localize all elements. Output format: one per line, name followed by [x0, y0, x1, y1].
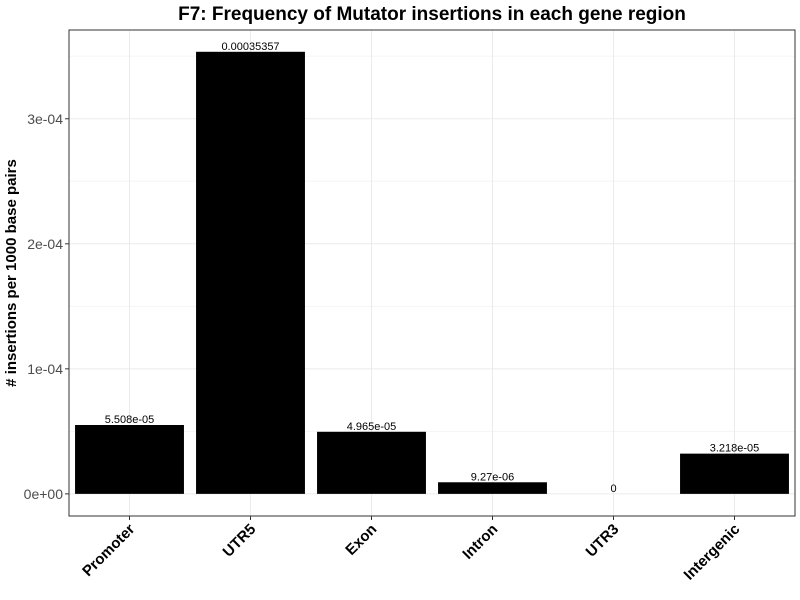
y-tick-label: 2e-04	[27, 236, 63, 252]
x-tick-label-intergenic: Intergenic	[681, 521, 744, 584]
y-tick-label: 3e-04	[27, 111, 63, 127]
data-label-promoter: 5.508e-05	[105, 414, 155, 426]
bars	[75, 51, 789, 494]
y-tick-label: 1e-04	[27, 361, 63, 377]
bar-utr5	[196, 51, 305, 494]
data-labels: 5.508e-05 0.00035357 4.965e-05 9.27e-06 0 3.2…	[105, 41, 760, 495]
bar-exon	[317, 431, 426, 494]
bar-promoter	[75, 425, 184, 494]
x-tick-label-promoter: Promoter	[79, 521, 138, 580]
plot-panel	[69, 30, 795, 516]
data-label-intron: 9.27e-06	[471, 471, 514, 483]
data-label-intergenic: 3.218e-05	[710, 443, 760, 455]
data-label-exon: 4.965e-05	[347, 421, 397, 433]
chart-title: F7: Frequency of Mutator insertions in e…	[178, 4, 686, 25]
y-axis-label: # insertions per 1000 base pairs	[3, 159, 20, 387]
x-tick-label-exon: Exon	[342, 521, 380, 559]
y-tick-label: 0e+00	[24, 486, 64, 502]
x-tick-label-intron: Intron	[459, 521, 501, 563]
x-tick-label-utr3: UTR3	[583, 521, 623, 561]
x-tick-label-utr5: UTR5	[220, 521, 260, 561]
data-label-utr3: 0	[610, 483, 616, 495]
bar-intergenic	[680, 453, 789, 494]
bar-intron	[438, 482, 547, 494]
panel-border	[68, 29, 796, 517]
data-label-utr5: 0.00035357	[221, 41, 279, 53]
